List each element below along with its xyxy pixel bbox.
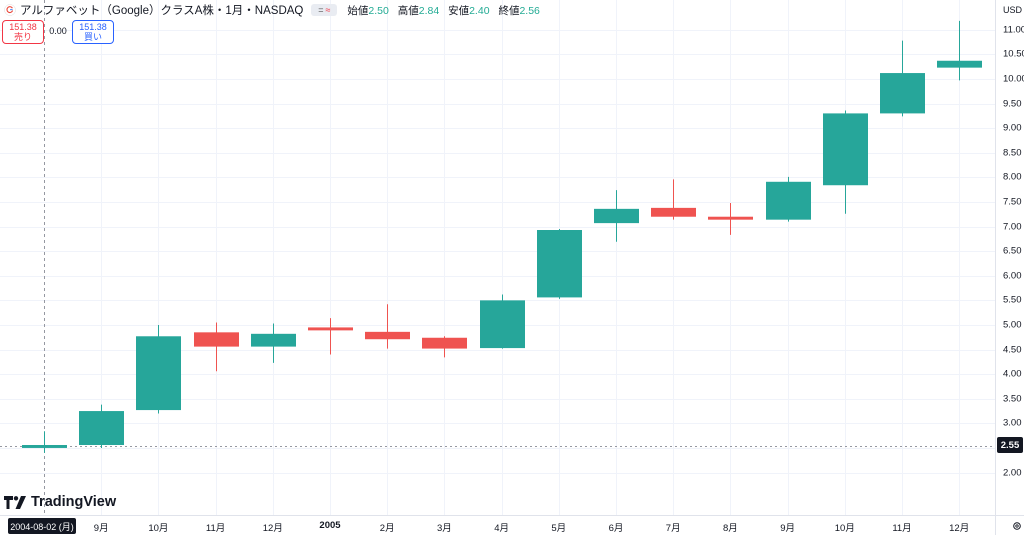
compare-chip[interactable]: = ≈ xyxy=(311,4,338,16)
time-tick-label: 7月 xyxy=(665,523,681,534)
open-value: 2.50 xyxy=(368,4,389,17)
google-logo-icon xyxy=(4,4,16,16)
approx-icon: ≈ xyxy=(325,5,331,15)
price-tick-label: 11.00 xyxy=(1003,24,1024,36)
candle-body[interactable] xyxy=(22,445,67,448)
sell-button[interactable]: 151.38 売り xyxy=(2,20,44,44)
price-tick-label: 4.00 xyxy=(1003,368,1022,380)
close-value: 2.56 xyxy=(519,4,540,17)
candle-body[interactable] xyxy=(708,216,753,220)
candle-body[interactable] xyxy=(422,337,467,349)
price-tick-label: 3.00 xyxy=(1003,417,1022,429)
spread-value: 0.00 xyxy=(49,26,67,36)
chip-symbol: = xyxy=(318,5,324,15)
settings-gear-icon[interactable] xyxy=(1012,521,1022,531)
time-tick-label: 2005 xyxy=(319,520,341,531)
price-tick-label: 8.00 xyxy=(1003,171,1022,183)
price-tick-label: 10.50 xyxy=(1003,48,1024,60)
current-price-badge: 2.55 xyxy=(997,437,1023,453)
buy-price: 151.38 xyxy=(79,22,107,32)
candle-body[interactable] xyxy=(823,113,868,186)
time-tick-label: 9月 xyxy=(93,523,109,534)
chart-legend: アルファベット（Google）クラスA株・1月・NASDAQ = ≈ 始値2.50… xyxy=(4,3,540,17)
price-tick-label: 4.50 xyxy=(1003,344,1022,356)
candle-body[interactable] xyxy=(365,331,410,340)
candle-body[interactable] xyxy=(79,411,124,446)
time-tick-label: 11月 xyxy=(892,523,912,534)
candle-body[interactable] xyxy=(594,208,639,224)
candle-body[interactable] xyxy=(937,60,982,68)
price-tick-label: 5.50 xyxy=(1003,294,1022,306)
time-tick-label: 12月 xyxy=(262,523,283,534)
time-tick-label: 12月 xyxy=(949,523,970,534)
sell-label: 売り xyxy=(13,32,32,42)
price-tick-label: 5.00 xyxy=(1003,319,1022,331)
time-tick-label: 8月 xyxy=(722,523,738,534)
price-tick-label: 10.00 xyxy=(1003,73,1024,85)
candle-body[interactable] xyxy=(537,230,582,298)
low-label: 安値 xyxy=(448,4,470,17)
symbol-title[interactable]: アルファベット（Google）クラスA株・1月・NASDAQ xyxy=(20,5,304,17)
time-tick-label: 10月 xyxy=(834,523,855,534)
crosshair-date-badge: 2004-08-02 (月) xyxy=(8,518,76,534)
time-tick-label: 11月 xyxy=(205,523,226,534)
time-tick-label: 3月 xyxy=(436,523,452,534)
sell-price: 151.38 xyxy=(9,22,37,32)
candle-body[interactable] xyxy=(136,336,181,411)
low-value: 2.40 xyxy=(469,4,490,17)
time-tick-label: 2月 xyxy=(379,523,395,534)
price-tick-label: 6.50 xyxy=(1003,245,1022,257)
candle-body[interactable] xyxy=(194,332,239,347)
price-tick-label: 2.00 xyxy=(1003,467,1022,479)
time-tick-label: 6月 xyxy=(608,523,624,534)
price-tick-label: 9.00 xyxy=(1003,122,1022,134)
candle-body[interactable] xyxy=(308,327,353,331)
trade-panel: 151.38 売り 0.00 151.38 買い xyxy=(2,20,114,44)
price-tick-label: 9.50 xyxy=(1003,98,1022,110)
candle-body[interactable] xyxy=(251,333,296,347)
buy-button[interactable]: 151.38 買い xyxy=(72,20,114,44)
currency-label: USD xyxy=(1003,5,1023,15)
time-tick-label: 5月 xyxy=(551,523,567,534)
price-tick-label: 8.50 xyxy=(1003,147,1022,159)
price-tick-label: 7.50 xyxy=(1003,196,1022,208)
buy-label: 買い xyxy=(83,32,102,42)
candle-body[interactable] xyxy=(651,207,696,217)
price-tick-label: 7.00 xyxy=(1003,221,1022,233)
price-tick-label: 6.00 xyxy=(1003,270,1022,282)
candle-body[interactable] xyxy=(480,300,525,349)
tradingview-logo-icon xyxy=(4,495,26,509)
ohlc-values: 始値2.50 高値2.84 安値2.40 終値2.56 xyxy=(347,3,540,18)
close-label: 終値 xyxy=(498,4,520,17)
high-value: 2.84 xyxy=(418,4,440,17)
high-label: 高値 xyxy=(397,4,419,17)
time-tick-label: 9月 xyxy=(780,523,795,534)
price-tick-label: 3.50 xyxy=(1003,393,1022,405)
candle-body[interactable] xyxy=(880,73,925,114)
candle-body[interactable] xyxy=(766,181,811,220)
tradingview-logo-text: TradingView xyxy=(31,494,117,510)
tradingview-logo[interactable]: TradingView xyxy=(4,494,116,510)
open-label: 始値 xyxy=(347,4,369,17)
time-tick-label: 10月 xyxy=(148,523,169,534)
time-tick-label: 4月 xyxy=(494,523,509,534)
